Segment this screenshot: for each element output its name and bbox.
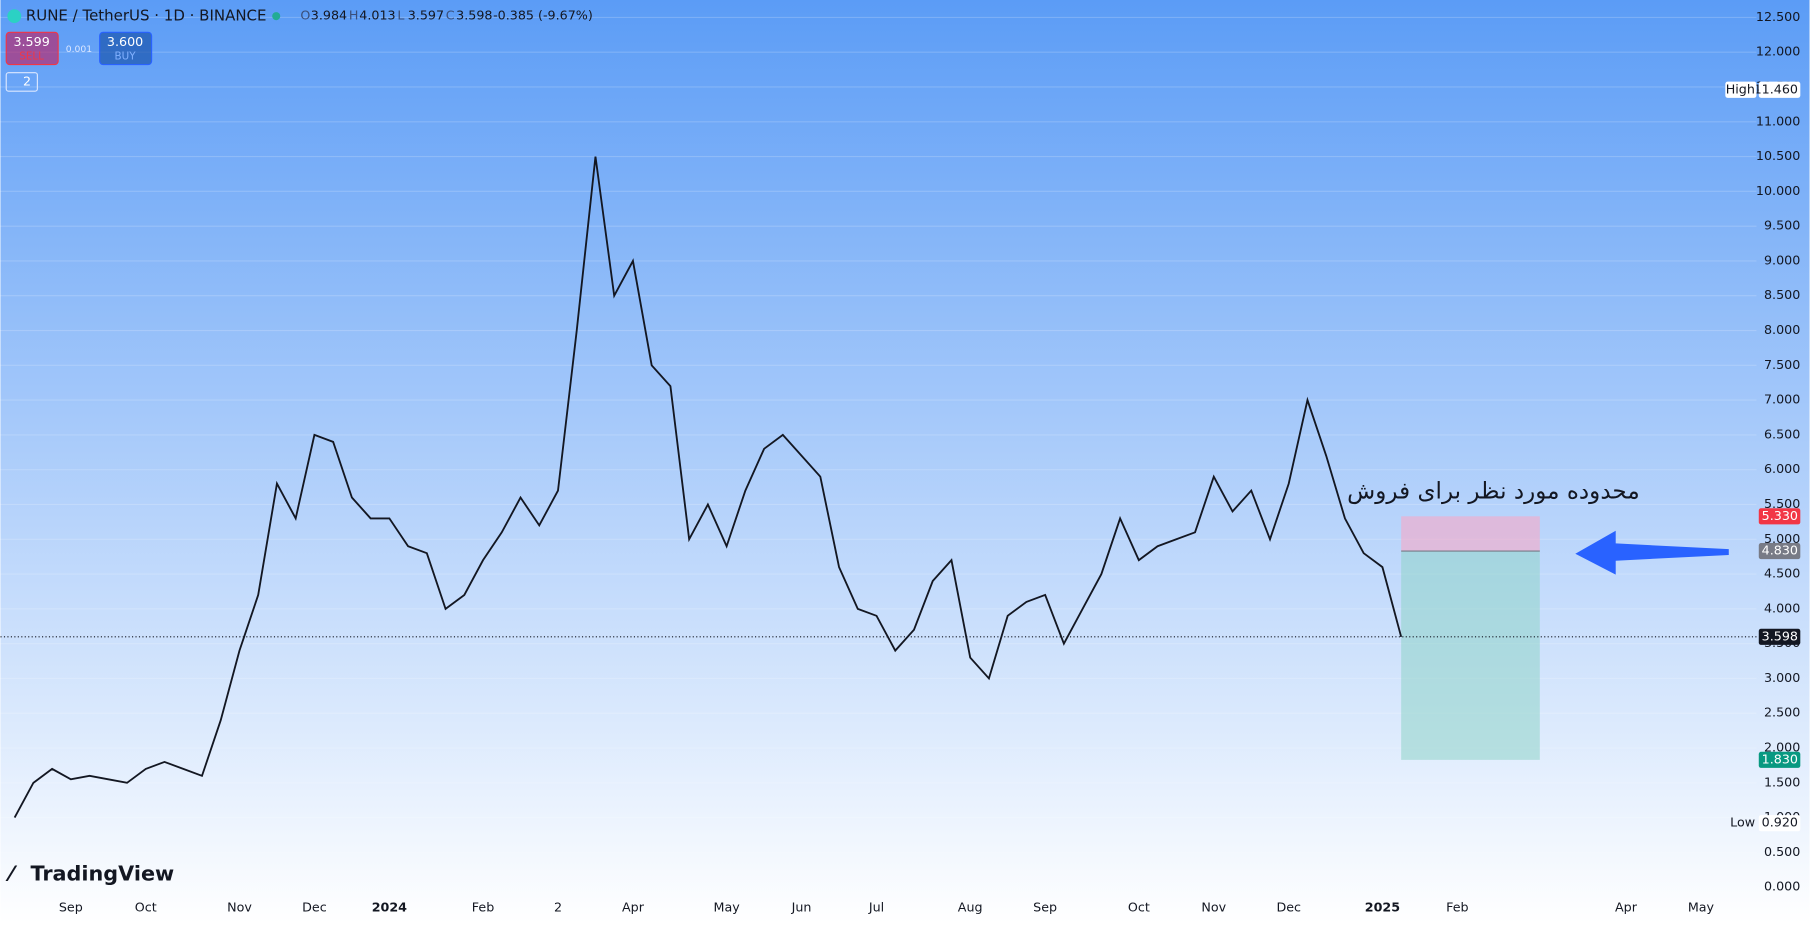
y-tick-label: 5.000: [1764, 531, 1800, 546]
ohlc-key: L: [397, 8, 404, 23]
y-tick-label: 8.500: [1764, 287, 1800, 302]
x-tick-label: Jun: [791, 900, 812, 915]
y-tick-label: 0.000: [1764, 879, 1800, 894]
x-tick-label: Feb: [472, 900, 494, 915]
price-line: [13, 156, 1403, 819]
y-tick-label: 0.500: [1764, 844, 1800, 859]
x-tick-label: May: [1688, 900, 1715, 915]
ohlc-value: 3.597: [408, 8, 444, 23]
x-tick-label: Nov: [1201, 900, 1226, 915]
x-tick-label: Dec: [302, 900, 327, 915]
x-tick-label: Aug: [958, 900, 983, 915]
y-tick-label: 6.000: [1764, 461, 1800, 476]
ohlc-value: 3.598: [456, 8, 492, 23]
buy-price: 3.600: [107, 34, 143, 49]
ohlc-value: 3.984: [311, 8, 347, 23]
indicator-count: 2: [23, 73, 31, 88]
x-tick-label: 2024: [372, 900, 407, 915]
high-label: 11.460: [1754, 81, 1798, 96]
x-tick-label: Dec: [1276, 900, 1301, 915]
sell-price: 3.599: [13, 34, 49, 49]
ohlc-key: C: [446, 8, 455, 23]
annotation: محدوده مورد نظر برای فروش: [1347, 479, 1640, 505]
x-tick-label: Apr: [622, 900, 645, 915]
y-tick-label: 10.500: [1756, 148, 1800, 163]
y-tick-label: 9.000: [1764, 252, 1800, 267]
arrow: [1575, 530, 1729, 575]
low-label: 0.920: [1762, 815, 1798, 830]
x-tick-label: 2025: [1365, 900, 1400, 915]
buy-button[interactable]: [99, 31, 153, 66]
high-tag: [1725, 81, 1757, 98]
high-badge: [1758, 81, 1801, 98]
ohlc-value: 4.013: [359, 8, 395, 23]
low-text: Low: [1730, 815, 1755, 830]
x-tick-label: May: [714, 900, 741, 915]
target-label: 1.830: [1762, 751, 1798, 766]
symbol: RUNE / TetherUS · 1D · BINANCE: [26, 7, 267, 25]
entry-badge: [1758, 543, 1801, 560]
y-tick-label: 1.500: [1764, 774, 1800, 789]
y-tick-label: 7.000: [1764, 392, 1800, 407]
last-label: 3.598: [1762, 628, 1798, 643]
y-tick-label: 8.000: [1764, 322, 1800, 337]
sell-button[interactable]: [5, 31, 59, 66]
x-tick-label: 2: [554, 900, 562, 915]
sell-label: SELL: [19, 51, 44, 63]
y-tick-label: 2.000: [1764, 740, 1800, 755]
y-tick-label: 3.000: [1764, 670, 1800, 685]
y-tick-label: 6.500: [1764, 426, 1800, 441]
last-badge: [1758, 628, 1801, 645]
ohlc-key: O: [300, 8, 310, 23]
target-zone: [1401, 551, 1540, 760]
stop-zone: [1401, 516, 1540, 552]
entry-label: 4.830: [1762, 543, 1798, 558]
branding: TradingView: [30, 862, 174, 886]
x-tick-label: Oct: [135, 900, 157, 915]
x-tick-label: Feb: [1446, 900, 1468, 915]
x-tick-label: Jul: [868, 900, 884, 915]
stop-badge: [1758, 508, 1801, 525]
x-tick-label: Oct: [1128, 900, 1150, 915]
y-tick-label: 7.500: [1764, 357, 1800, 372]
x-tick-label: Sep: [1033, 900, 1057, 915]
low-badge: [1758, 815, 1801, 832]
spread: 0.001: [66, 44, 93, 55]
y-tick-label: 5.500: [1764, 496, 1800, 511]
status-dot: [272, 12, 281, 21]
change: -0.385 (-9.67%): [493, 8, 593, 23]
y-tick-label: 4.000: [1764, 600, 1800, 615]
y-tick-label: 2.500: [1764, 705, 1800, 720]
y-tick-label: 10.000: [1756, 183, 1800, 198]
target-badge: [1758, 751, 1801, 768]
y-tick-label: 12.500: [1756, 9, 1800, 24]
symbol-icon: [7, 9, 22, 24]
indicator-toggle[interactable]: [5, 72, 38, 92]
stop-label: 5.330: [1762, 508, 1798, 523]
ohlc-key: H: [349, 8, 359, 23]
high-text: High: [1726, 81, 1755, 96]
y-tick-label: 11.000: [1756, 113, 1800, 128]
x-tick-label: Apr: [1615, 900, 1638, 915]
x-tick-label: Sep: [59, 900, 83, 915]
x-tick-label: Nov: [227, 900, 252, 915]
buy-label: BUY: [115, 51, 137, 63]
y-tick-label: 4.500: [1764, 566, 1800, 581]
y-tick-label: 9.500: [1764, 218, 1800, 233]
y-tick-label: 12.000: [1756, 44, 1800, 59]
